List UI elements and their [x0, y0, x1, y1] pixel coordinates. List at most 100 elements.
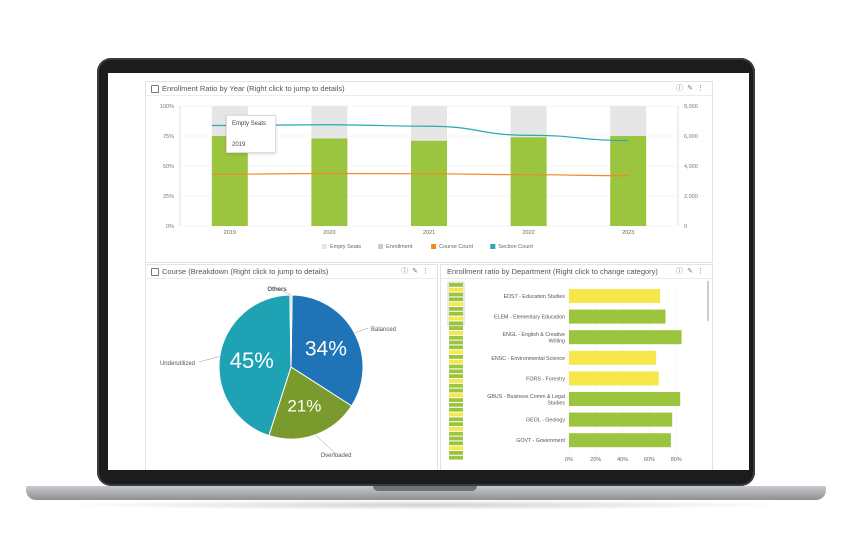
minimap-bar — [449, 455, 463, 460]
bar-empty-seats — [411, 106, 447, 141]
department-label: FORS - Forestry — [526, 376, 565, 382]
minimap-bar — [449, 436, 463, 441]
minimap-bar — [449, 446, 463, 450]
department-label: GBUS - Business Comm & Legal — [487, 394, 565, 400]
y-tick-label: 100% — [160, 104, 174, 110]
minimap-viewport-handle — [447, 281, 465, 327]
info-icon[interactable]: ⓘ — [401, 268, 413, 275]
department-panel: Enrollment ratio by Department (Right cl… — [440, 264, 713, 470]
bar-empty-seats — [311, 106, 348, 139]
department-bar — [569, 392, 681, 406]
minimap-bar — [449, 307, 463, 311]
minimap-bar — [449, 316, 463, 321]
x-tick-label: 20% — [590, 457, 601, 463]
department-bar — [569, 412, 673, 427]
y-tick-label: 25% — [163, 194, 174, 200]
x-tick-label: 40% — [617, 457, 628, 463]
enrollment-year-header: Enrollment Ratio by Year (Right click to… — [146, 82, 712, 96]
department-label: ENGL - English & Creative — [502, 332, 565, 338]
tooltip-year: 2019 — [232, 142, 246, 148]
department-title: Enrollment ratio by Department (Right cl… — [447, 267, 658, 276]
bar-enrollment — [610, 136, 647, 226]
minimap-bar — [449, 417, 463, 422]
y2-tick-label: 2,000 — [684, 194, 698, 200]
pie-leader-line — [276, 287, 292, 296]
minimap-bar — [449, 287, 463, 292]
x-tick-label: 0% — [565, 457, 573, 463]
minimap-bar — [449, 374, 463, 378]
minimap-bar — [449, 383, 463, 388]
y-tick-label: 50% — [163, 164, 174, 170]
minimap-bar — [449, 335, 463, 340]
chart-type-icon[interactable] — [151, 85, 159, 93]
pie-leader-line — [315, 434, 337, 455]
x-tick-label: 2021 — [423, 230, 435, 236]
legend-swatch — [378, 244, 384, 249]
course-breakdown-pie-chart[interactable]: 34% Balanced 21% Overloaded 45% Underutilized… — [146, 279, 437, 470]
laptop-hinge-notch — [373, 486, 477, 491]
series-line-section-count — [211, 124, 629, 142]
department-label: ELEM - Elementary Education — [494, 315, 565, 321]
department-label: Studies — [547, 401, 565, 407]
minimap-bar — [449, 451, 463, 455]
tooltip-title: Empty Seats — [232, 121, 267, 127]
course-breakdown-title: Course (Breakdown (Right click to jump t… — [162, 267, 329, 276]
department-bar — [569, 433, 671, 448]
more-icon[interactable]: ⋮ — [422, 268, 433, 275]
enrollment-year-chart[interactable]: 100% 75% 50% 25% 0% 8,000 6,000 4,000 2,000 0 2019… — [146, 96, 712, 262]
department-label: ENSC - Environmental Science — [491, 356, 565, 362]
y-tick-label: 75% — [163, 134, 174, 140]
info-icon[interactable]: ⓘ — [676, 85, 688, 92]
legend-swatch — [490, 244, 496, 249]
department-bar — [569, 289, 661, 303]
pie-leader-line — [354, 327, 369, 334]
x-tick-label: 60% — [644, 457, 655, 463]
minimap-bar — [449, 398, 463, 402]
pie-category-label: Underutilized — [160, 361, 195, 367]
x-tick-label: 2023 — [622, 230, 634, 236]
laptop-shadow — [60, 500, 790, 510]
x-tick-label: 2019 — [224, 230, 236, 236]
minimap-bar — [449, 340, 463, 345]
series-line-course-count — [211, 172, 629, 177]
course-breakdown-panel: Course (Breakdown (Right click to jump t… — [145, 264, 438, 470]
edit-icon[interactable]: ✎ — [687, 85, 697, 92]
laptop-screen: Enrollment Ratio by Year (Right click to… — [108, 73, 749, 470]
bar-enrollment — [411, 140, 447, 226]
x-tick-label: 2022 — [522, 230, 534, 236]
x-tick-label: 80% — [671, 457, 682, 463]
chart-type-icon[interactable] — [151, 268, 159, 276]
laptop-base — [26, 486, 826, 500]
minimap-bar — [449, 369, 463, 374]
department-bar-chart[interactable]: 0% 20% 40% 60% 80% EDST - Education Studies EL… — [441, 279, 712, 470]
minimap-bar — [449, 283, 463, 287]
bar-empty-seats — [510, 106, 547, 138]
y2-tick-label: 6,000 — [684, 134, 698, 140]
minimap-bar — [449, 359, 463, 364]
pie-value-label: 21% — [287, 396, 321, 415]
minimap-bar — [449, 407, 463, 412]
info-icon[interactable]: ⓘ — [676, 268, 688, 275]
minimap-bar — [449, 393, 463, 398]
department-bar — [569, 330, 682, 345]
minimap-bar — [449, 388, 463, 393]
department-label: GOVT - Government — [516, 438, 565, 444]
legend-swatch — [431, 244, 437, 249]
more-icon[interactable]: ⋮ — [697, 268, 708, 275]
minimap-bar — [449, 345, 463, 350]
edit-icon[interactable]: ✎ — [412, 268, 422, 275]
legend-label: Empty Seats — [330, 244, 361, 250]
pie-value-label: 45% — [230, 348, 274, 373]
more-icon[interactable]: ⋮ — [697, 85, 708, 92]
minimap-bar — [449, 403, 463, 407]
minimap-bar — [449, 441, 463, 446]
y2-tick-label: 8,000 — [684, 104, 698, 110]
minimap-bar — [449, 331, 463, 335]
department-header: Enrollment ratio by Department (Right cl… — [441, 265, 712, 279]
legend-label: Course Count — [439, 244, 473, 250]
legend-label: Section Count — [498, 244, 533, 250]
minimap-bar — [449, 431, 463, 436]
edit-icon[interactable]: ✎ — [687, 268, 697, 275]
minimap-bar — [449, 379, 463, 383]
chart-tooltip: Empty Seats 2019 — [226, 115, 276, 153]
